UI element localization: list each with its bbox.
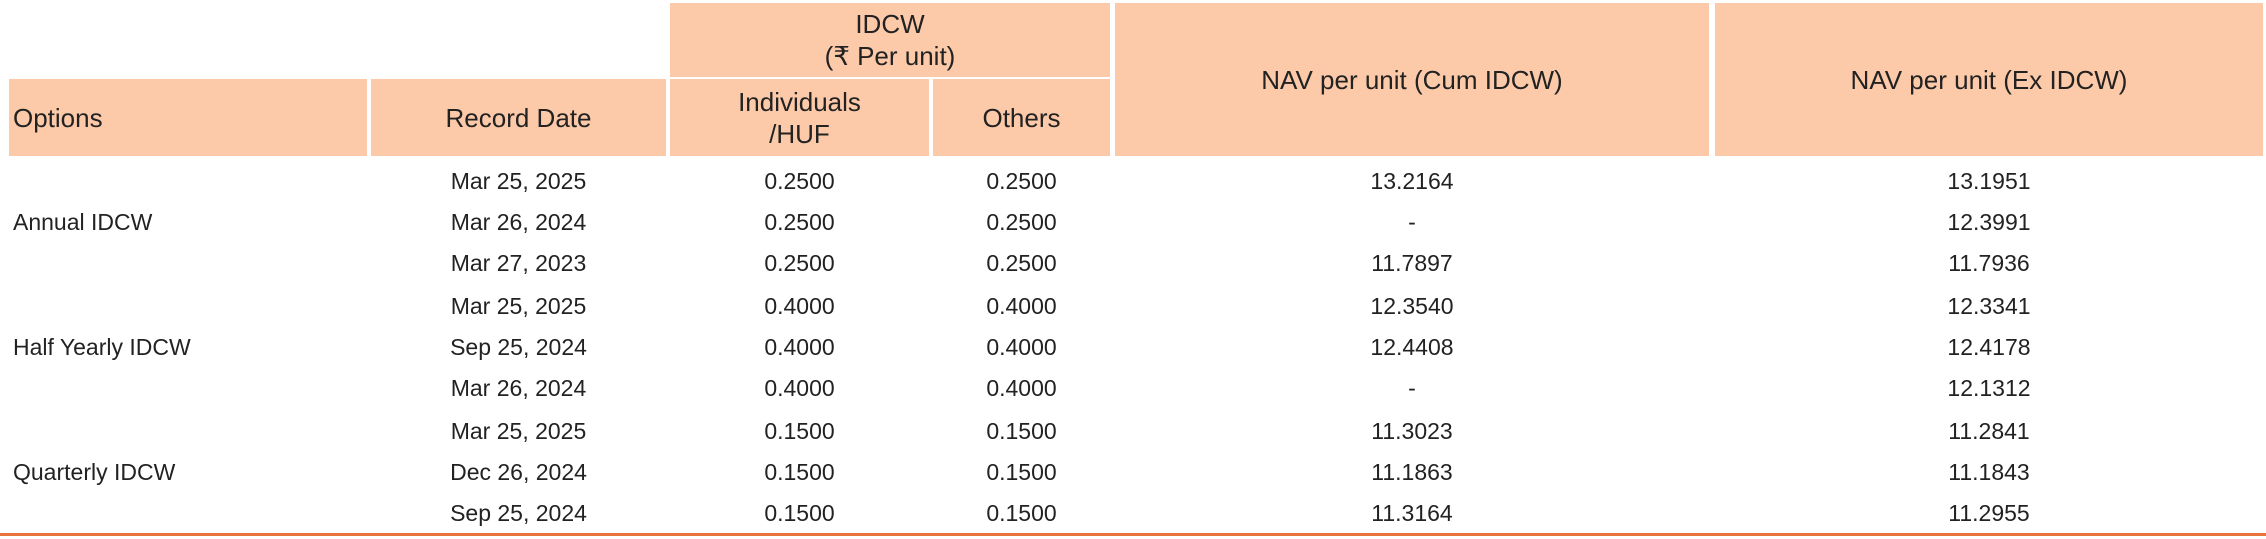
table-cell: Mar 27, 2023 bbox=[450, 250, 587, 276]
table-cell: 12.4178 bbox=[1947, 334, 2031, 360]
header-cell: Others bbox=[933, 79, 1110, 156]
header-text: IDCW bbox=[855, 9, 925, 39]
table-cell: 0.1500 bbox=[764, 459, 835, 485]
table-cell: Sep 25, 2024 bbox=[450, 334, 587, 360]
table-cell: 11.3164 bbox=[1371, 500, 1453, 526]
header-cell: NAV per unit (Cum IDCW) bbox=[1115, 3, 1709, 156]
table-cell: 11.1863 bbox=[1371, 459, 1453, 485]
table-cell: 12.3991 bbox=[1947, 209, 2031, 235]
header-text: Options bbox=[13, 102, 103, 133]
table-cell: Quarterly IDCW bbox=[13, 459, 176, 485]
table-cell: - bbox=[1408, 375, 1416, 401]
header-cell: NAV per unit (Ex IDCW) bbox=[1715, 3, 2263, 156]
header-text: Record Date bbox=[445, 102, 592, 133]
table-cell: 11.2955 bbox=[1948, 500, 2030, 526]
table-cell: 11.1843 bbox=[1948, 459, 2030, 485]
table-cell: 11.7936 bbox=[1948, 250, 2030, 276]
table-cell: Mar 25, 2025 bbox=[450, 418, 587, 444]
table-cell: Mar 26, 2024 bbox=[450, 375, 587, 401]
table-cell: Mar 25, 2025 bbox=[450, 293, 587, 319]
table-cell: 0.4000 bbox=[764, 293, 835, 319]
table-cell: 0.1500 bbox=[986, 459, 1057, 485]
table-cell: 0.2500 bbox=[986, 209, 1057, 235]
header-cell: Options bbox=[9, 79, 367, 156]
table-cell: 0.4000 bbox=[986, 334, 1057, 360]
table-cell: 11.3023 bbox=[1371, 418, 1453, 444]
header-text: Individuals bbox=[738, 86, 861, 117]
bottom-rule bbox=[0, 533, 2266, 536]
table-cell: - bbox=[1408, 209, 1416, 235]
table-cell: 12.4408 bbox=[1370, 334, 1454, 360]
table-cell: 0.2500 bbox=[764, 209, 835, 235]
table-cell: 12.3341 bbox=[1947, 293, 2031, 319]
table-cell: Mar 26, 2024 bbox=[450, 209, 587, 235]
table-cell: 11.2841 bbox=[1948, 418, 2030, 444]
table-cell: Half Yearly IDCW bbox=[13, 334, 191, 360]
table-cell: 0.1500 bbox=[986, 418, 1057, 444]
table-cell: Mar 25, 2025 bbox=[450, 168, 587, 194]
header-cell: Record Date bbox=[371, 79, 666, 156]
header-text: NAV per unit (Ex IDCW) bbox=[1850, 64, 2128, 95]
table-cell: 0.2500 bbox=[764, 250, 835, 276]
table-cell: Sep 25, 2024 bbox=[450, 500, 587, 526]
header-cell: Individuals/HUF bbox=[670, 79, 929, 156]
table-cell: 11.7897 bbox=[1371, 250, 1453, 276]
table-cell: 0.4000 bbox=[764, 375, 835, 401]
table-cell: 0.1500 bbox=[764, 500, 835, 526]
table-cell: 0.1500 bbox=[986, 500, 1057, 526]
table-cell: 12.3540 bbox=[1370, 293, 1454, 319]
table-cell: Annual IDCW bbox=[13, 209, 153, 235]
table-cell: 0.4000 bbox=[764, 334, 835, 360]
header-text: NAV per unit (Cum IDCW) bbox=[1261, 64, 1563, 95]
header-text: Others bbox=[982, 102, 1061, 133]
table-cell: 0.4000 bbox=[986, 375, 1057, 401]
table-cell: 0.1500 bbox=[764, 418, 835, 444]
table-cell: 0.2500 bbox=[764, 168, 835, 194]
table-cell: Dec 26, 2024 bbox=[450, 459, 587, 485]
table-cell: 0.4000 bbox=[986, 293, 1057, 319]
header-text: (₹ Per unit) bbox=[824, 41, 956, 71]
table-cell: 0.2500 bbox=[986, 168, 1057, 194]
table-cell: 13.2164 bbox=[1370, 168, 1454, 194]
header-cell: IDCW (₹ Per unit) bbox=[670, 3, 1110, 77]
table-cell: 12.1312 bbox=[1947, 375, 2031, 401]
table-cell: 0.2500 bbox=[986, 250, 1057, 276]
header-text: /HUF bbox=[769, 118, 830, 149]
table-cell: 13.1951 bbox=[1947, 168, 2031, 194]
